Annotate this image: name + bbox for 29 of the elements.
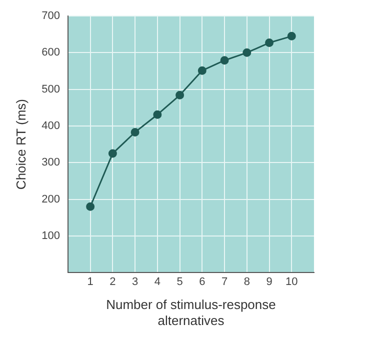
- point: [242, 48, 252, 57]
- point: [265, 38, 274, 48]
- y-tick-label: 300: [42, 156, 60, 169]
- point: [287, 32, 296, 40]
- x-tick-label: 9: [266, 276, 272, 288]
- x-tick-label: 10: [286, 276, 298, 288]
- point: [130, 128, 140, 136]
- point: [153, 110, 162, 119]
- x-tick-label: 2: [110, 276, 116, 288]
- point: [86, 202, 95, 211]
- point: [108, 149, 117, 158]
- point: [220, 56, 229, 65]
- x-tick-label: 5: [176, 276, 183, 288]
- y-tick-label: 100: [42, 230, 60, 242]
- y-tick-label: 700: [42, 10, 60, 22]
- y-tick-label: 200: [42, 193, 60, 206]
- point: [198, 66, 206, 75]
- x-tick-label: 1: [87, 276, 94, 288]
- x-tick-label: 4: [154, 276, 160, 288]
- x-tick-label: 8: [244, 276, 250, 288]
- y-tick-label: 400: [42, 120, 60, 132]
- point: [176, 90, 184, 100]
- x-axis-title: Number of stimulus-response alternatives: [106, 297, 276, 328]
- x-tick-label: 6: [199, 276, 206, 288]
- y-axis-title: Choice RT (ms): [13, 99, 28, 190]
- y-tick-label: 600: [42, 46, 60, 59]
- x-tick-label: 7: [221, 276, 228, 288]
- y-tick-label: 500: [42, 83, 60, 96]
- x-tick-label: 3: [132, 276, 138, 288]
